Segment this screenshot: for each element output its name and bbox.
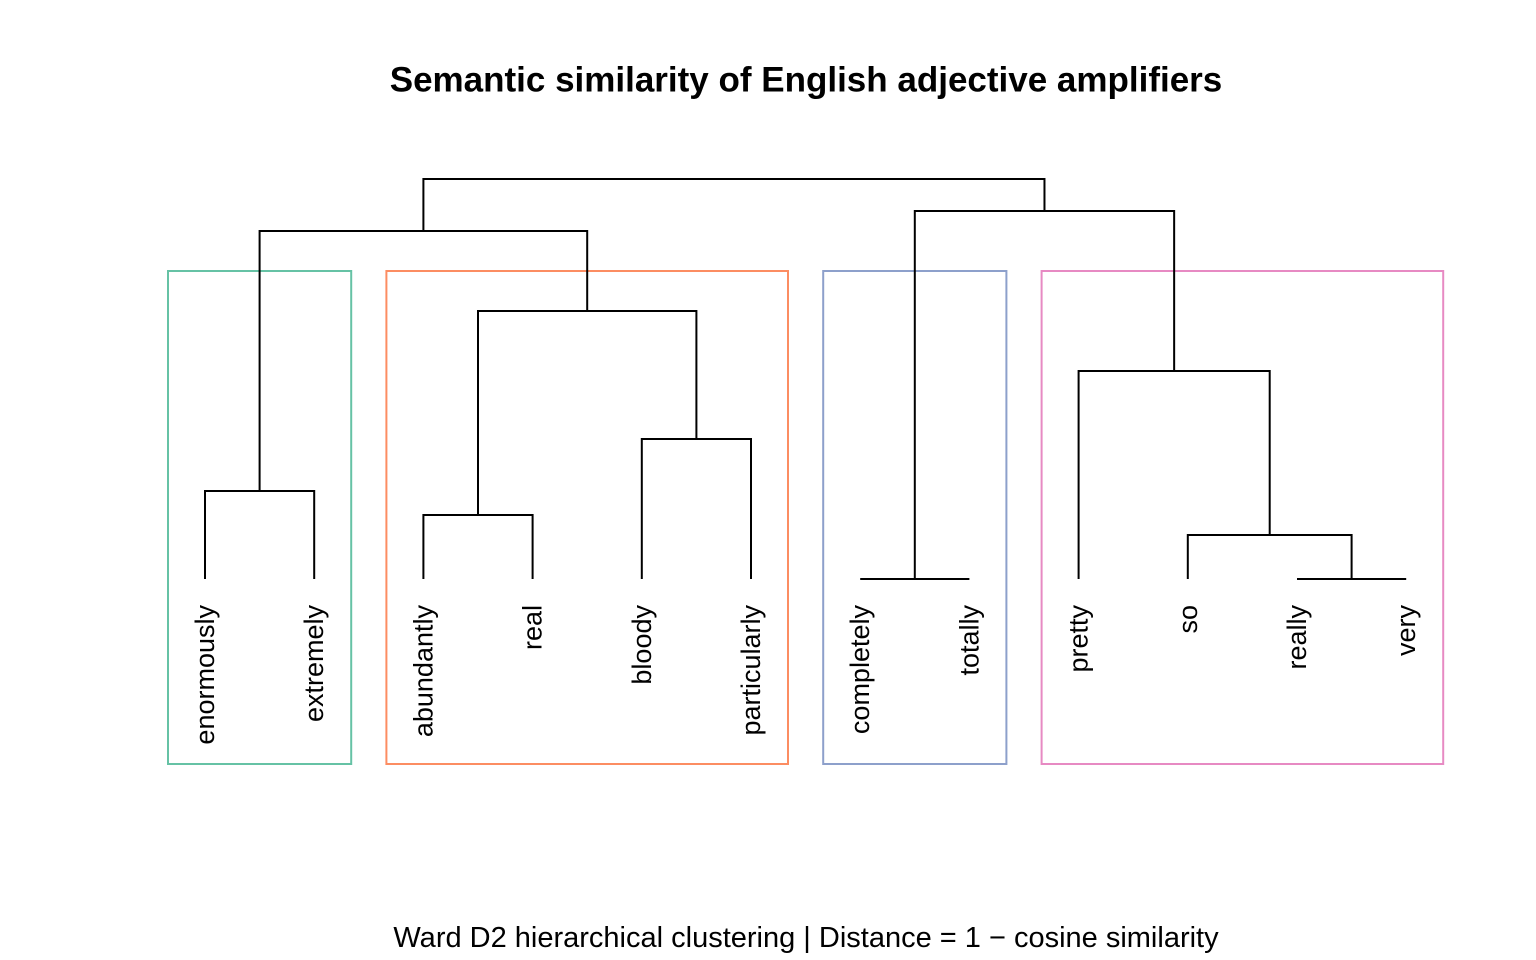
cluster-box [1040,270,1445,765]
dendrogram-link [1186,534,1353,579]
leaf-label: extremely [299,605,329,723]
leaf-label: real [518,605,548,650]
leaf-label: particularly [736,605,766,736]
dendrogram-link [640,438,752,579]
leaf-label: really [1282,605,1312,670]
dendrogram-link [204,490,316,579]
dendrogram-link [913,210,1176,579]
chart-subtitle: Ward D2 hierarchical clustering | Distan… [393,922,1219,954]
dendrogram-link [422,514,534,579]
leaf-label: so [1173,605,1203,634]
leaf-label: totally [954,605,984,676]
leaf-label: very [1391,605,1421,657]
leaf-label: enormously [190,605,220,745]
dendrogram-link [1077,370,1271,579]
leaf-label: abundantly [408,605,438,738]
leaf-label: bloody [627,605,657,685]
leaf-label: pretty [1064,605,1094,673]
chart-title: Semantic similarity of English adjective… [390,61,1223,100]
dendrogram-link [422,178,1046,231]
cluster-box [385,270,789,765]
leaf-label: completely [845,605,875,735]
dendrogram-link [477,310,698,515]
